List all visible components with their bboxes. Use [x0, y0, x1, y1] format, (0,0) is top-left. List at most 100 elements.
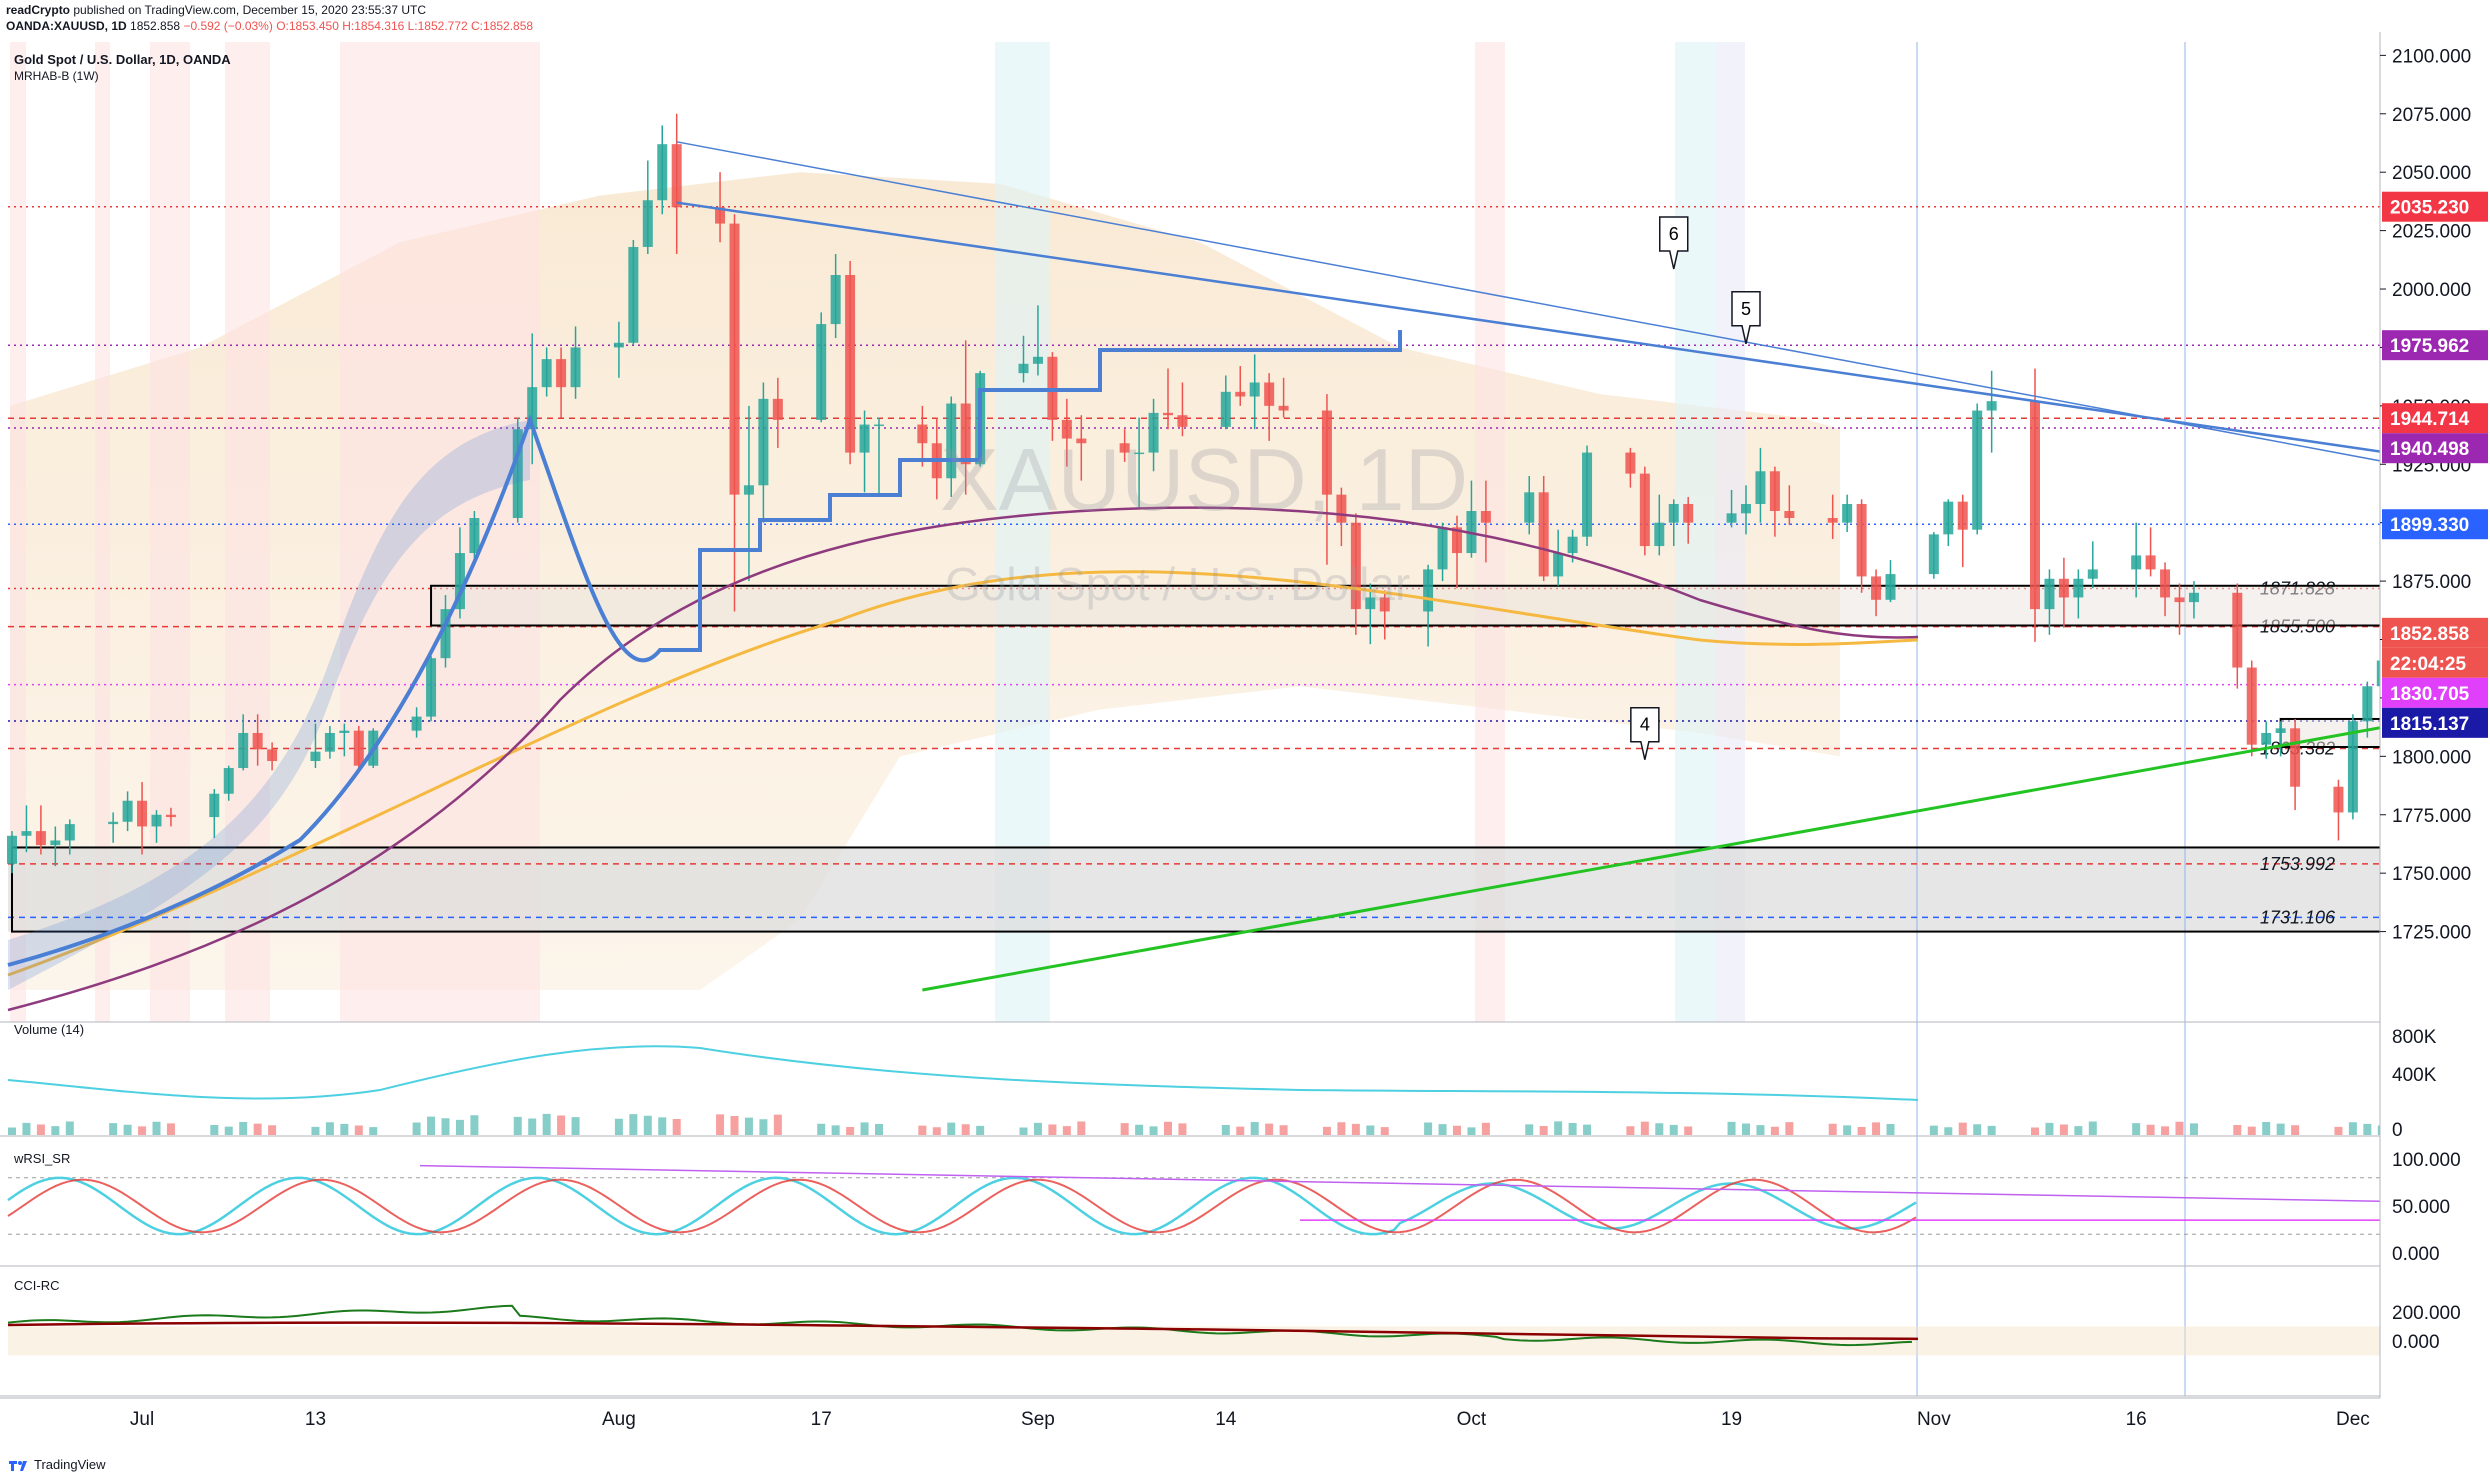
candle-body	[2174, 597, 2185, 603]
candle-body	[440, 609, 451, 659]
volume-bar	[1872, 1122, 1881, 1135]
cci-line	[7, 1304, 1913, 1347]
volume-bar	[1857, 1127, 1866, 1135]
band-fill	[8, 420, 530, 990]
volume-legend: Volume (14)	[14, 1022, 84, 1037]
volume-bar	[2276, 1123, 2285, 1135]
volume-bar	[1236, 1126, 1245, 1135]
volume-bar	[2074, 1126, 2083, 1135]
volume-bar	[860, 1122, 869, 1135]
price-label[interactable]: 2035.230	[2382, 191, 2488, 222]
tradingview-footer[interactable]: TradingView	[8, 1457, 106, 1472]
candle-body	[1379, 597, 1390, 612]
watermark-symbol: XAUUSD, 1D	[940, 430, 1468, 529]
volume-bar	[513, 1116, 522, 1135]
volume-bar	[2291, 1125, 2300, 1135]
price-label[interactable]: 1815.137	[2382, 707, 2488, 738]
volume-bar	[369, 1127, 378, 1135]
volume-bar	[2175, 1121, 2184, 1135]
candle-body	[1264, 382, 1275, 406]
callout-6[interactable]: 6	[1659, 216, 1689, 270]
wrsi-line	[7, 1176, 1917, 1236]
price-label[interactable]: 1975.962	[2382, 330, 2488, 361]
volume-bar	[1424, 1122, 1433, 1135]
volume-bar	[918, 1125, 927, 1135]
candle-body	[1827, 518, 1838, 523]
candle-body	[1452, 527, 1462, 554]
candle-body	[772, 398, 783, 420]
watermark-name: Gold Spot / U.S. Dollar	[945, 558, 1410, 610]
price-label-bg	[2382, 403, 2488, 434]
volume-bar	[831, 1125, 840, 1135]
volume-tick-label: 0	[2392, 1120, 2403, 1141]
candle-body	[1943, 501, 1954, 535]
candle-body	[1741, 503, 1751, 514]
time-tick-label: 14	[1215, 1409, 1237, 1430]
candle-body	[2261, 732, 2272, 745]
price-label[interactable]: 1944.714	[2382, 403, 2488, 434]
wrsi-signal	[7, 1178, 1917, 1234]
candle-body	[960, 403, 971, 465]
volume-bar	[51, 1126, 60, 1135]
candle-body	[324, 732, 335, 752]
volume-bar	[1785, 1122, 1794, 1135]
candle-body	[946, 403, 957, 479]
price-tick-label: 2025.000	[2392, 222, 2471, 243]
price-label[interactable]: 1899.330	[2382, 509, 2488, 540]
volume-bar	[1322, 1126, 1331, 1135]
candle-body	[2058, 578, 2069, 598]
trendline[interactable]	[922, 574, 2490, 992]
price-label[interactable]: 22:04:25	[2382, 647, 2488, 678]
volume-bar	[1655, 1123, 1664, 1135]
candle-body	[2087, 569, 2098, 579]
candle-body	[209, 793, 220, 818]
volume-bar	[2045, 1122, 2054, 1135]
price-label-bg	[2382, 509, 2488, 540]
candle-body	[1957, 501, 1968, 530]
candle-body	[743, 485, 754, 495]
session-band	[10, 42, 26, 1022]
candle-body	[122, 800, 133, 822]
candle-body	[1163, 412, 1173, 416]
price-label[interactable]: 1830.705	[2382, 677, 2488, 708]
volume-tick-label: 800K	[2392, 1027, 2437, 1048]
volume-bar	[672, 1119, 681, 1135]
trendline[interactable]	[676, 141, 2490, 621]
volume-bar	[961, 1124, 970, 1135]
volume-bar	[1120, 1123, 1129, 1135]
volume-bar	[2189, 1123, 2198, 1135]
volume-bar	[2161, 1126, 2170, 1135]
publisher-name[interactable]: readCrypto	[6, 3, 71, 17]
time-tick-label: Jul	[130, 1409, 154, 1430]
session-band	[95, 42, 110, 1022]
price-label[interactable]: 1852.858	[2382, 617, 2488, 648]
candle-body	[1061, 419, 1072, 439]
candle-body	[454, 553, 465, 610]
price-label-bg	[2382, 647, 2488, 678]
volume-bar	[1467, 1127, 1476, 1135]
price-label[interactable]: 1940.498	[2382, 433, 2488, 464]
time-tick-label: Sep	[1021, 1409, 1055, 1430]
candle-body	[671, 144, 682, 208]
volume-bar	[1770, 1126, 1779, 1135]
candle-body	[7, 835, 17, 864]
volume-bar	[1221, 1125, 1230, 1135]
volume-bar	[1380, 1127, 1389, 1135]
volume-bar	[1727, 1121, 1736, 1135]
price-label-bg	[2382, 330, 2488, 361]
candle-body	[758, 398, 769, 486]
candle-body	[1582, 452, 1593, 537]
volume-bar	[1756, 1125, 1765, 1135]
time-tick-label: 19	[1721, 1409, 1742, 1430]
change-value: −0.592 (−0.03%)	[183, 19, 273, 33]
candle-body	[1148, 412, 1159, 453]
candle-body	[411, 716, 422, 731]
candle-body	[541, 359, 552, 388]
trendline[interactable]	[676, 201, 2490, 577]
candle-body	[657, 144, 668, 201]
callout-4[interactable]: 4	[1630, 706, 1660, 760]
callout-5[interactable]: 5	[1731, 291, 1761, 344]
candle-body	[1365, 597, 1376, 610]
volume-bar	[2334, 1126, 2343, 1135]
